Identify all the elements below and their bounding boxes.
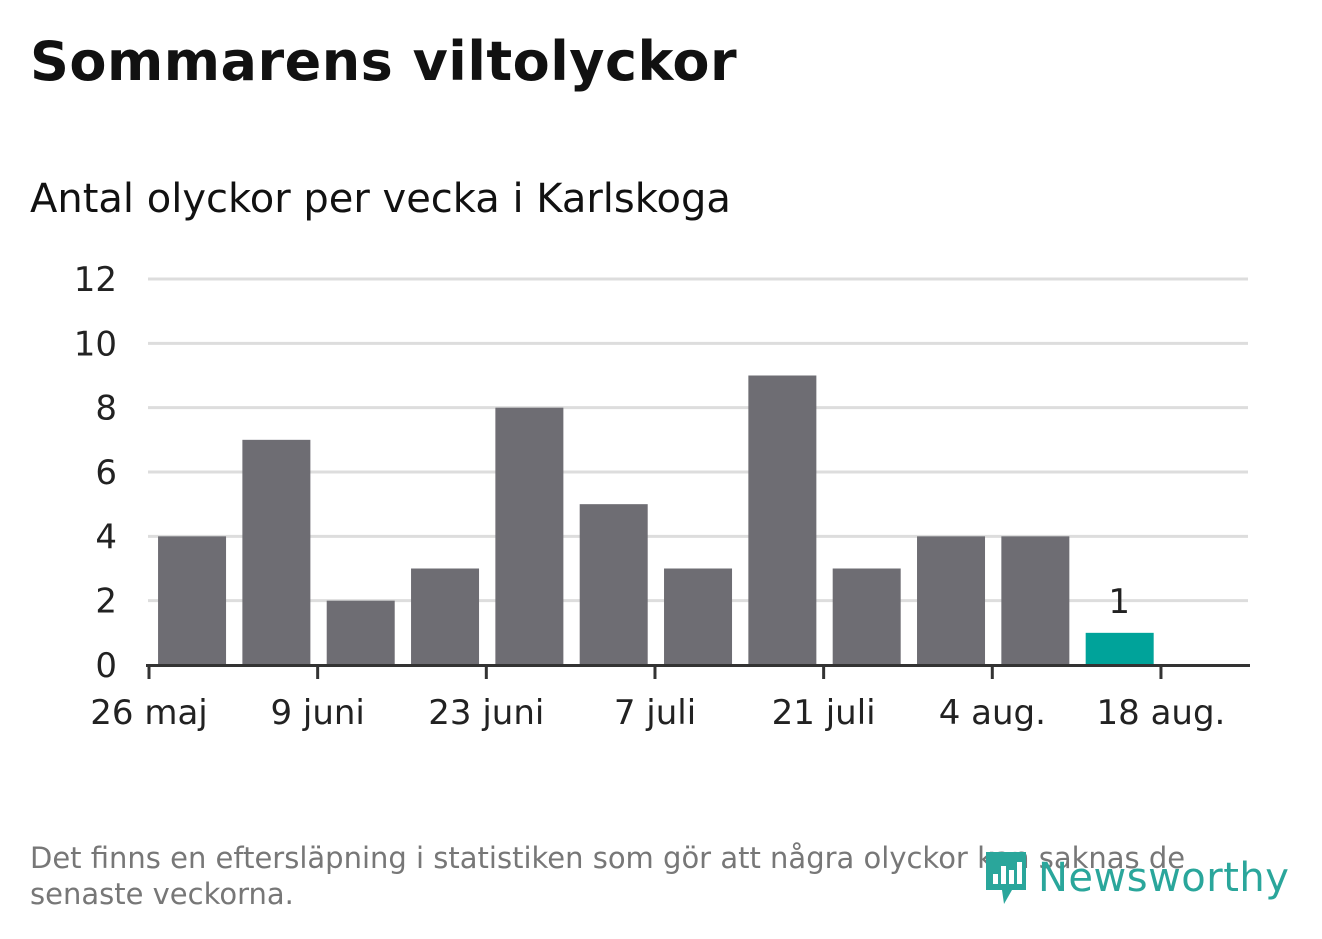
y-tick-label: 4 xyxy=(95,517,117,557)
grid-lines xyxy=(148,277,1248,603)
bar-week-9 xyxy=(832,568,901,665)
y-tick-label: 0 xyxy=(95,646,117,686)
y-axis-ticks: 0 2 4 6 8 10 12 xyxy=(74,260,117,686)
y-tick-label: 12 xyxy=(74,260,117,300)
x-tick-label: 23 juni xyxy=(428,693,544,733)
y-tick-label: 8 xyxy=(95,389,117,429)
bar-week-2 xyxy=(242,439,311,665)
x-tick-label: 4 aug. xyxy=(939,693,1046,733)
bar-week-12 xyxy=(1085,632,1154,665)
y-tick-label: 6 xyxy=(95,453,117,493)
x-tick-label: 18 aug. xyxy=(1097,693,1226,733)
newsworthy-logo[interactable]: Newsworthy xyxy=(982,848,1289,908)
y-tick-label: 2 xyxy=(95,582,117,622)
data-labels: 1 xyxy=(1108,582,1130,622)
bar-week-1 xyxy=(158,536,227,665)
x-tick-label: 7 juli xyxy=(614,693,696,733)
x-tick-label: 26 maj xyxy=(90,693,207,733)
bar-week-4 xyxy=(411,568,480,665)
data-label: 1 xyxy=(1108,582,1130,622)
x-tick-label: 21 juli xyxy=(772,693,876,733)
bar-week-8 xyxy=(748,375,817,665)
chart-title: Sommarens viltolyckor xyxy=(30,30,738,93)
bar-week-3 xyxy=(326,600,395,665)
bar-week-5 xyxy=(495,407,564,665)
chart-subtitle: Antal olyckor per vecka i Karlskoga xyxy=(30,176,731,222)
bar-week-6 xyxy=(579,504,648,665)
newsworthy-logo-icon xyxy=(986,852,1026,904)
bar-week-11 xyxy=(1001,536,1070,665)
bar-week-7 xyxy=(664,568,733,665)
bars xyxy=(158,375,1154,665)
x-tick-label: 9 juni xyxy=(270,693,364,733)
y-tick-label: 10 xyxy=(74,324,117,364)
logo-text: Newsworthy xyxy=(1038,855,1290,901)
bar-week-10 xyxy=(917,536,986,665)
x-axis-ticks: 26 maj 9 juni 23 juni 7 juli 21 juli 4 aug. 18… xyxy=(90,665,1225,733)
